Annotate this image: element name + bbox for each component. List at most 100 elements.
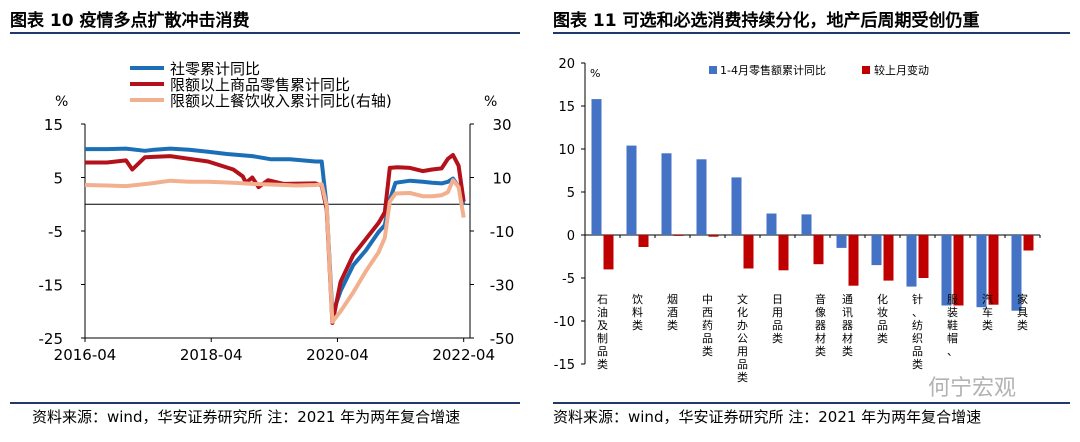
category-label: 类 bbox=[772, 331, 783, 345]
bar-mom-change bbox=[848, 235, 859, 286]
category-label: 品 bbox=[737, 358, 748, 371]
bar-mom-change bbox=[778, 235, 789, 271]
bar-mom-change bbox=[883, 235, 894, 281]
category-label: 、 bbox=[912, 306, 923, 319]
legend-label: 限额以上餐饮收入累计同比(右轴) bbox=[170, 92, 392, 110]
x-tick-label: 2022-04 bbox=[432, 346, 495, 364]
legend-swatch-blue bbox=[709, 66, 717, 74]
category-label: 及 bbox=[597, 319, 608, 332]
category-label: 装 bbox=[947, 306, 958, 319]
category-label: 品 bbox=[912, 345, 923, 358]
right-tick-label: -50 bbox=[490, 330, 515, 348]
bar-mom-change bbox=[1023, 235, 1034, 251]
title-rule-left bbox=[10, 32, 520, 34]
bar-chart: %20151050-5-10-15石油及制品类饮料类烟酒类中西药品类文化办公用品… bbox=[554, 57, 1041, 384]
category-label: 类 bbox=[815, 344, 826, 358]
category-label: 化 bbox=[737, 305, 748, 319]
category-label: 品 bbox=[702, 332, 713, 345]
series-line bbox=[84, 178, 466, 324]
bar-yoy-cumulative bbox=[591, 99, 602, 235]
category-label: 类 bbox=[702, 344, 713, 358]
category-label: 汽 bbox=[982, 292, 993, 306]
bar-mom-change bbox=[918, 235, 929, 278]
y-tick-label: 0 bbox=[567, 229, 575, 244]
source-rule-left bbox=[10, 402, 520, 404]
category-label: 针 bbox=[912, 292, 923, 306]
category-label: 材 bbox=[842, 331, 853, 345]
category-label: 帽 bbox=[947, 332, 958, 345]
category-label: 石 bbox=[597, 293, 608, 306]
y-tick-label: 10 bbox=[558, 143, 575, 158]
bar-mom-change bbox=[743, 235, 754, 269]
category-label: 材 bbox=[815, 331, 826, 345]
y-tick-label: -10 bbox=[554, 315, 575, 330]
bar-yoy-cumulative bbox=[731, 177, 742, 235]
category-label: 烟 bbox=[667, 292, 678, 306]
bar-yoy-cumulative bbox=[871, 235, 882, 266]
category-label: 鞋 bbox=[947, 318, 958, 332]
x-tick-label: 2020-04 bbox=[306, 346, 369, 364]
bar-yoy-cumulative bbox=[626, 145, 637, 235]
legend-swatch-red bbox=[862, 66, 870, 74]
category-label: 西 bbox=[702, 306, 713, 319]
category-label: 料 bbox=[632, 305, 643, 319]
source-note-right: 资料来源：wind，华安证券研究所 注：2021 年为两年复合增速 bbox=[553, 408, 982, 426]
y-tick-label: 5 bbox=[567, 186, 575, 201]
right-tick-label: -10 bbox=[490, 223, 515, 241]
x-tick-label: 2016-04 bbox=[54, 346, 117, 364]
bar-mom-change bbox=[988, 235, 999, 305]
category-label: 饮 bbox=[632, 293, 643, 306]
category-label: 妆 bbox=[877, 306, 888, 319]
right-tick-label: 10 bbox=[492, 170, 511, 188]
left-tick-label: 5 bbox=[53, 170, 63, 188]
x-tick-label: 2018-04 bbox=[180, 346, 243, 364]
category-label: 服 bbox=[947, 293, 958, 306]
category-label: 类 bbox=[877, 331, 888, 345]
category-label: 油 bbox=[597, 305, 608, 319]
category-label: 办 bbox=[737, 319, 748, 332]
right-tick-label: 30 bbox=[492, 116, 511, 134]
category-label: 纺 bbox=[912, 318, 923, 332]
category-label: 类 bbox=[632, 318, 643, 332]
category-label: 品 bbox=[877, 319, 888, 332]
category-label: 具 bbox=[1017, 306, 1028, 319]
category-label: 品 bbox=[597, 345, 608, 358]
right-chart-title: 图表 11 可选和必选消费持续分化，地产后周期受创仍重 bbox=[553, 11, 980, 31]
right-tick-label: -30 bbox=[490, 277, 515, 295]
title-rule-right bbox=[553, 32, 1070, 34]
watermark: 何宁宏观 bbox=[928, 376, 1017, 401]
source-note-left: 资料来源：wind，华安证券研究所 注：2021 年为两年复合增速 bbox=[32, 408, 461, 426]
bar-yoy-cumulative bbox=[941, 235, 952, 306]
bar-mom-change bbox=[708, 235, 719, 237]
category-label: 酒 bbox=[667, 306, 678, 319]
category-label: 类 bbox=[912, 357, 923, 371]
left-axis-unit: % bbox=[55, 94, 68, 110]
category-label: 化 bbox=[877, 292, 888, 306]
category-label: 类 bbox=[597, 357, 608, 371]
bar-mom-change bbox=[638, 235, 649, 247]
bar-yoy-cumulative bbox=[766, 213, 777, 235]
y-tick-label: -5 bbox=[562, 272, 575, 287]
y-axis-unit: % bbox=[590, 67, 600, 80]
bar-mom-change bbox=[813, 235, 824, 265]
category-label: 用 bbox=[737, 345, 748, 358]
bar-yoy-cumulative bbox=[836, 235, 847, 248]
category-label: 品 bbox=[772, 319, 783, 332]
category-label: 文 bbox=[737, 292, 748, 306]
category-label: 中 bbox=[702, 293, 713, 306]
y-tick-label: 15 bbox=[558, 100, 575, 115]
category-label: 讯 bbox=[842, 306, 853, 319]
right-axis-unit: % bbox=[484, 94, 497, 110]
category-label: 类 bbox=[737, 370, 748, 384]
category-label: 家 bbox=[1017, 292, 1028, 306]
left-chart-title: 图表 10 疫情多点扩散冲击消费 bbox=[10, 11, 250, 31]
bar-yoy-cumulative bbox=[661, 153, 672, 235]
bar-yoy-cumulative bbox=[801, 214, 812, 235]
category-label: 日 bbox=[772, 293, 783, 306]
category-label: 通 bbox=[842, 293, 853, 306]
category-label: 用 bbox=[772, 306, 783, 319]
category-label: 器 bbox=[842, 319, 853, 332]
category-label: 车 bbox=[982, 305, 993, 319]
bar-mom-change bbox=[953, 235, 964, 306]
category-label: 类 bbox=[667, 318, 678, 332]
